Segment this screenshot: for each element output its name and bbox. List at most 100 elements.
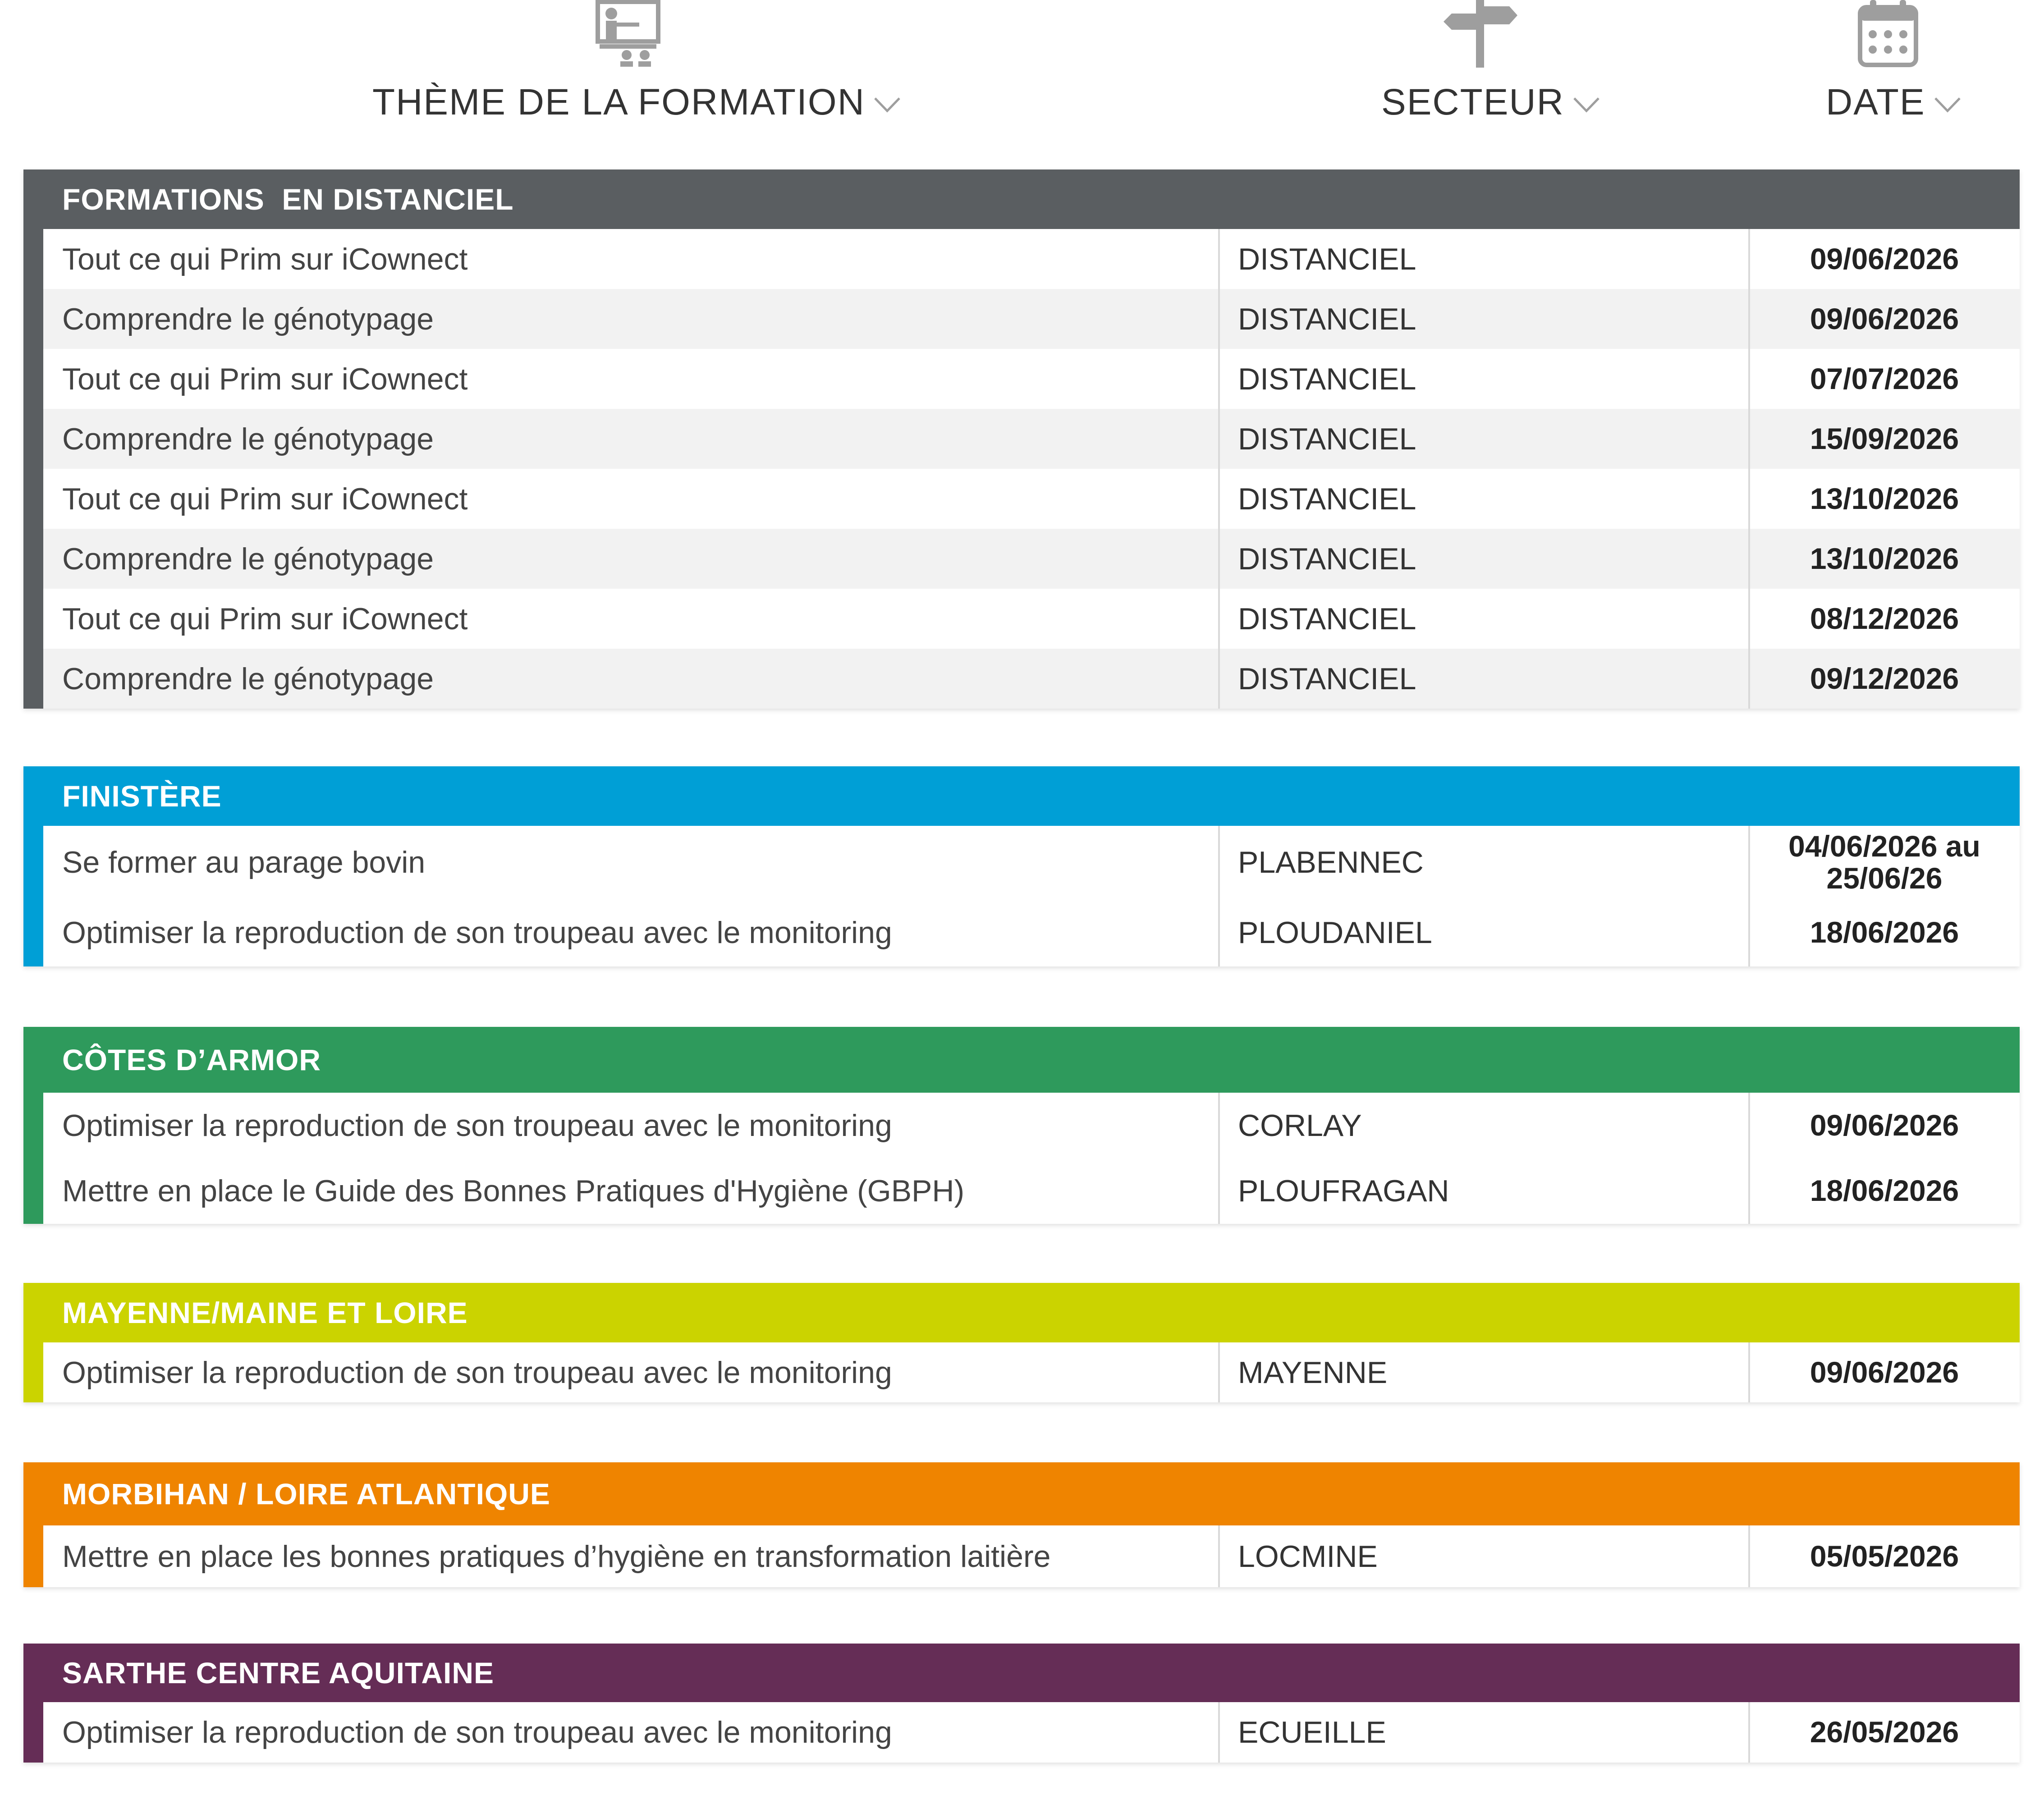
table-row[interactable]: Se former au parage bovin PLABENNEC 04/0… [43, 826, 2020, 899]
training-sector: ECUEILLE [1238, 1715, 1386, 1749]
table-row[interactable]: Comprendre le génotypage DISTANCIEL 09/0… [43, 289, 2020, 349]
chevron-down-icon [874, 97, 900, 113]
training-date: 09/06/2026 [1810, 302, 1959, 335]
training-date: 13/10/2026 [1810, 481, 1959, 515]
section-body: Optimiser la reproduction de son troupea… [23, 1702, 2020, 1763]
date-header-label: DATE [1826, 82, 1925, 123]
table-row[interactable]: Comprendre le génotypage DISTANCIEL 15/0… [43, 409, 2020, 469]
training-date: 13/10/2026 [1810, 541, 1959, 575]
column-divider [1748, 1525, 1750, 1587]
section-body: Mettre en place les bonnes pratiques d’h… [23, 1525, 2020, 1587]
training-theme: Tout ce qui Prim sur iCownect [62, 242, 468, 276]
table-row[interactable]: Tout ce qui Prim sur iCownect DISTANCIEL… [43, 349, 2020, 409]
section-title: MAYENNE/MAINE ET LOIRE [23, 1283, 2020, 1342]
training-theme: Tout ce qui Prim sur iCownect [62, 601, 468, 636]
section-title: FORMATIONS EN DISTANCIEL [23, 169, 2020, 229]
column-divider [1218, 1342, 1220, 1402]
table-row[interactable]: Optimiser la reproduction de son troupea… [43, 1702, 2020, 1763]
training-theme: Comprendre le génotypage [62, 421, 434, 456]
training-sector: DISTANCIEL [1238, 481, 1416, 516]
training-date: 09/06/2026 [1810, 1355, 1959, 1389]
training-sector: PLOUDANIEL [1238, 916, 1432, 950]
column-divider [1748, 1342, 1750, 1402]
section-sarthe: SARTHE CENTRE AQUITAINE Optimiser la rep… [23, 1644, 2020, 1763]
table-row[interactable]: Optimiser la reproduction de son troupea… [43, 1093, 2020, 1158]
column-divider [1218, 1093, 1220, 1224]
chevron-down-icon [1934, 97, 1961, 113]
calendar-icon [1858, 0, 1918, 67]
training-theme: Mettre en place le Guide des Bonnes Prat… [62, 1174, 965, 1208]
training-theme: Comprendre le génotypage [62, 302, 434, 336]
section-title: MORBIHAN / LOIRE ATLANTIQUE [23, 1462, 2020, 1525]
training-theme: Optimiser la reproduction de son troupea… [62, 916, 892, 950]
section-title: FINISTÈRE [23, 766, 2020, 826]
signpost-icon [1444, 0, 1517, 68]
column-divider [1218, 1525, 1220, 1587]
training-theme: Se former au parage bovin [62, 845, 426, 879]
training-date: 09/06/2026 [1810, 242, 1959, 275]
section-body: Se former au parage bovin PLABENNEC 04/0… [23, 826, 2020, 966]
section-title: CÔTES D’ARMOR [23, 1027, 2020, 1093]
theme-header-label: THÈME DE LA FORMATION [372, 82, 865, 123]
training-date: 18/06/2026 [1810, 1174, 1959, 1208]
theme-sort-button[interactable]: THÈME DE LA FORMATION [372, 81, 901, 124]
training-theme: Mettre en place les bonnes pratiques d’h… [62, 1539, 1051, 1574]
training-theme: Optimiser la reproduction de son troupea… [62, 1355, 892, 1390]
training-sector: DISTANCIEL [1238, 242, 1416, 276]
training-sector: DISTANCIEL [1238, 601, 1416, 636]
section-morbihan: MORBIHAN / LOIRE ATLANTIQUE Mettre en pl… [23, 1462, 2020, 1587]
training-sector: DISTANCIEL [1238, 421, 1416, 456]
sector-header-label: SECTEUR [1381, 82, 1564, 123]
table-row[interactable]: Comprendre le génotypage DISTANCIEL 09/1… [43, 649, 2020, 709]
section-body: Optimiser la reproduction de son troupea… [23, 1093, 2020, 1224]
training-theme: Comprendre le génotypage [62, 661, 434, 696]
section-body: Optimiser la reproduction de son troupea… [23, 1342, 2020, 1402]
table-row[interactable]: Tout ce qui Prim sur iCownect DISTANCIEL… [43, 229, 2020, 289]
table-row[interactable]: Comprendre le génotypage DISTANCIEL 13/1… [43, 529, 2020, 589]
training-date: 26/05/2026 [1810, 1715, 1959, 1749]
training-sector: PLOUFRAGAN [1238, 1174, 1449, 1208]
chevron-down-icon [1573, 97, 1599, 113]
training-date: 07/07/2026 [1810, 362, 1959, 395]
training-presentation-icon [596, 0, 660, 67]
training-sector: DISTANCIEL [1238, 541, 1416, 576]
training-date: 18/06/2026 [1810, 916, 1959, 949]
column-divider [1748, 826, 1750, 966]
section-title: SARTHE CENTRE AQUITAINE [23, 1644, 2020, 1702]
column-divider [1218, 1702, 1220, 1763]
sector-sort-button[interactable]: SECTEUR [1381, 81, 1600, 124]
date-sort-button[interactable]: DATE [1826, 81, 1962, 124]
column-divider [1748, 1702, 1750, 1763]
training-theme: Tout ce qui Prim sur iCownect [62, 362, 468, 396]
table-row[interactable]: Tout ce qui Prim sur iCownect DISTANCIEL… [43, 589, 2020, 649]
training-date: 09/06/2026 [1810, 1108, 1959, 1142]
training-theme: Optimiser la reproduction de son troupea… [62, 1108, 892, 1143]
column-divider [1748, 229, 1750, 709]
training-sector: DISTANCIEL [1238, 362, 1416, 396]
training-sector: LOCMINE [1238, 1539, 1378, 1574]
training-theme: Tout ce qui Prim sur iCownect [62, 481, 468, 516]
section-distanciel: FORMATIONS EN DISTANCIEL Tout ce qui Pri… [23, 169, 2020, 709]
training-theme: Optimiser la reproduction de son troupea… [62, 1715, 892, 1749]
table-row[interactable]: Optimiser la reproduction de son troupea… [43, 1342, 2020, 1402]
column-divider [1748, 1093, 1750, 1224]
table-row[interactable]: Mettre en place le Guide des Bonnes Prat… [43, 1158, 2020, 1224]
training-sector: DISTANCIEL [1238, 302, 1416, 336]
table-row[interactable]: Tout ce qui Prim sur iCownect DISTANCIEL… [43, 469, 2020, 529]
section-body: Tout ce qui Prim sur iCownect DISTANCIEL… [23, 229, 2020, 709]
training-sector: MAYENNE [1238, 1355, 1388, 1390]
section-finistere: FINISTÈRE Se former au parage bovin PLAB… [23, 766, 2020, 966]
training-date: 05/05/2026 [1810, 1539, 1959, 1573]
column-divider [1218, 826, 1220, 966]
section-mayenne: MAYENNE/MAINE ET LOIRE Optimiser la repr… [23, 1283, 2020, 1402]
training-date: 15/09/2026 [1810, 421, 1959, 455]
training-date: 09/12/2026 [1810, 661, 1959, 695]
column-divider [1218, 229, 1220, 709]
training-date: 08/12/2026 [1810, 601, 1959, 635]
table-row[interactable]: Optimiser la reproduction de son troupea… [43, 899, 2020, 966]
training-sector: DISTANCIEL [1238, 661, 1416, 696]
table-row[interactable]: Mettre en place les bonnes pratiques d’h… [43, 1525, 2020, 1587]
training-sector: CORLAY [1238, 1108, 1362, 1143]
training-sector: PLABENNEC [1238, 845, 1424, 879]
training-date: 04/06/2026 au 25/06/26 [1788, 829, 1980, 895]
